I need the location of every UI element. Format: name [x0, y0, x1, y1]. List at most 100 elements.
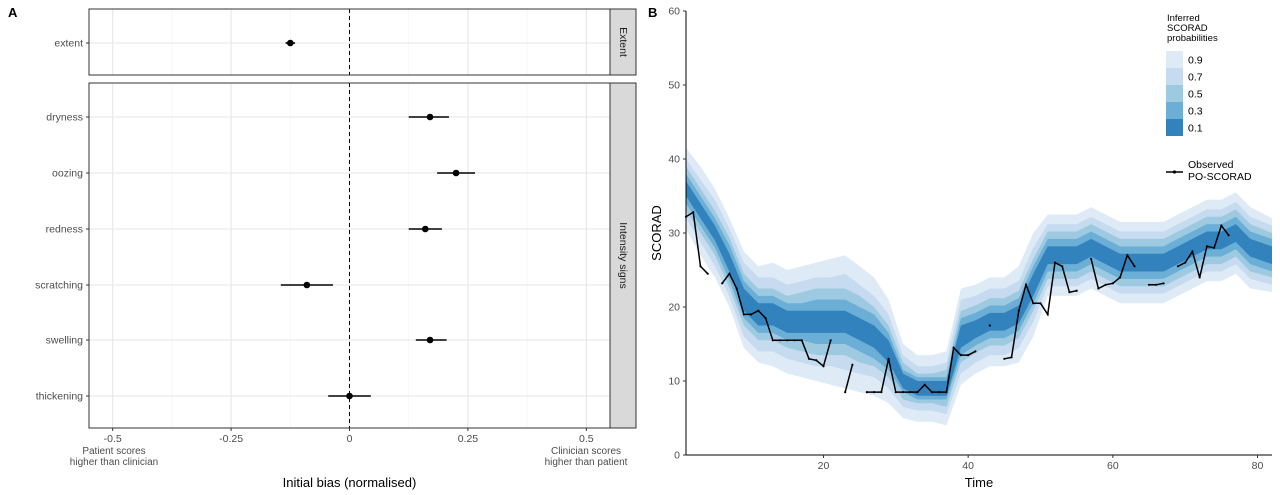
band-03: [686, 173, 1272, 400]
observed-point: [844, 391, 847, 394]
observed-point: [952, 346, 955, 349]
annotation-right: Clinician scores: [551, 446, 621, 457]
point-estimate: [426, 336, 434, 344]
band-05: [686, 166, 1272, 407]
y-tick-label: 20: [668, 302, 680, 314]
observed-point: [699, 265, 702, 268]
x-axis-title: Time: [965, 475, 993, 490]
observed-point: [807, 357, 811, 360]
x-tick-label: 0: [347, 433, 353, 445]
observed-point: [851, 363, 854, 366]
facet-strip: [609, 8, 637, 76]
legend-label: 0.1: [1188, 123, 1203, 135]
observed-point: [815, 359, 818, 362]
observed-point: [771, 339, 774, 342]
panel-letter: A: [8, 5, 18, 20]
observed-line: [866, 346, 976, 393]
legend-key-observed-point: [1172, 170, 1177, 174]
y-tick-label: 10: [668, 376, 680, 388]
observed-point: [923, 383, 926, 386]
observed-point: [1017, 309, 1020, 312]
observed-point: [778, 339, 782, 342]
observed-point: [1075, 289, 1078, 292]
observed-point: [757, 309, 760, 312]
observed-point: [1205, 245, 1208, 248]
observed-point: [829, 339, 832, 342]
y-axis-title: SCORAD: [649, 205, 664, 261]
row-label: extent: [54, 38, 83, 50]
row-label: scratching: [35, 280, 83, 292]
observed-point: [786, 339, 789, 342]
observed-point: [1191, 250, 1194, 253]
observed-point: [1024, 283, 1028, 286]
observed-point: [901, 391, 905, 394]
observed-point: [706, 272, 709, 275]
legend-label: 0.5: [1188, 89, 1203, 101]
observed-point: [909, 391, 912, 394]
legend-label-observed: Observed: [1188, 159, 1234, 171]
observed-point: [800, 339, 803, 342]
legend-title: Inferred: [1167, 13, 1200, 24]
point-estimate: [286, 39, 294, 47]
observed-line: [1177, 223, 1230, 278]
observed-point: [1046, 313, 1049, 316]
point-estimate: [421, 225, 429, 233]
x-tick-label: 0.5: [579, 433, 594, 445]
point-estimate: [426, 113, 434, 121]
observed-point: [1068, 291, 1071, 294]
legend-key-09: [1166, 51, 1183, 68]
observed-point: [974, 350, 977, 353]
point-estimate: [346, 392, 353, 400]
row-label: swelling: [46, 335, 84, 347]
legend-key-07: [1166, 68, 1183, 85]
y-tick-label: 30: [668, 228, 680, 240]
observed-point: [1104, 283, 1107, 286]
observed-point: [1176, 265, 1180, 268]
observed-point: [1053, 261, 1057, 264]
observed-point: [735, 287, 738, 290]
observed-point: [967, 354, 970, 357]
annotation-right: higher than patient: [545, 457, 628, 468]
observed-point: [1147, 283, 1151, 286]
observed-point: [1198, 276, 1201, 279]
observed-point: [822, 365, 825, 368]
observed-point: [1090, 257, 1093, 260]
y-tick-label: 0: [674, 450, 680, 462]
observed-point: [1162, 282, 1165, 285]
observed-point: [1155, 283, 1158, 286]
x-tick-label: 0.25: [458, 433, 479, 445]
observed-point: [887, 357, 890, 360]
observed-point: [1133, 265, 1136, 268]
observed-point: [692, 211, 695, 214]
observed-point: [865, 391, 868, 394]
facet-strip-label: Intensity signs: [617, 222, 629, 289]
observed-point: [1061, 265, 1064, 268]
y-tick-label: 40: [668, 154, 680, 166]
x-tick-label: 20: [818, 460, 830, 472]
observed-point: [938, 391, 941, 394]
point-estimate: [303, 281, 311, 289]
observed-point: [1032, 302, 1035, 305]
observed-point: [1118, 276, 1122, 279]
observed-point: [721, 282, 724, 285]
row-label: thickening: [36, 391, 83, 403]
observed-line: [844, 364, 854, 393]
annotation-left: higher than clinician: [70, 457, 158, 468]
observed-point: [1097, 287, 1100, 290]
legend-key-05: [1166, 85, 1183, 102]
observed-point: [742, 313, 745, 316]
observed-point: [894, 391, 897, 394]
observed-point: [988, 324, 991, 327]
panel-letter: B: [648, 5, 657, 20]
observed-point: [930, 391, 934, 394]
observed-point: [1184, 261, 1187, 264]
observed-point: [1220, 224, 1223, 227]
legend-title: probabilities: [1167, 33, 1218, 44]
observed-point: [1010, 356, 1013, 359]
row-label: redness: [46, 224, 83, 236]
row-label: oozing: [52, 168, 83, 180]
probability-bands: [686, 147, 1272, 426]
